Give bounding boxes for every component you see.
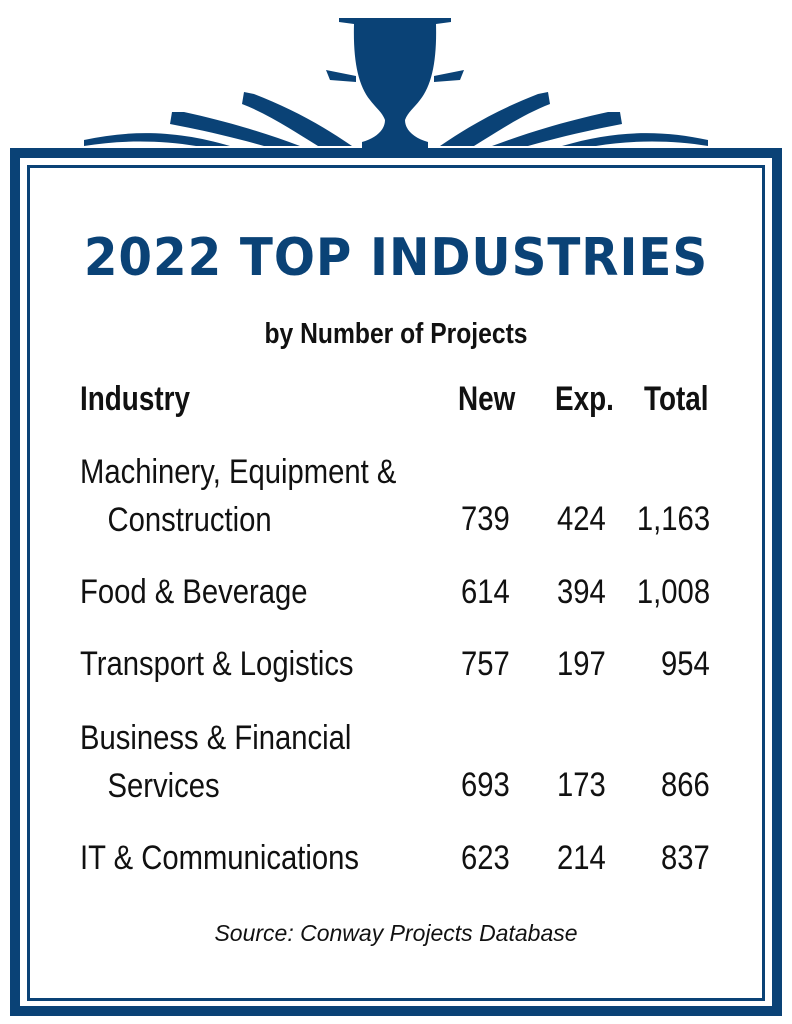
table-cell-exp: 173 xyxy=(557,766,606,804)
table-row-industry: IT & Communications xyxy=(80,834,359,882)
table-row-industry: Machinery, Equipment & Construction xyxy=(80,448,396,544)
table-row-industry: Food & Beverage xyxy=(80,568,308,616)
page-subtitle: by Number of Projects xyxy=(264,318,528,350)
table-cell-new: 614 xyxy=(461,573,510,611)
industry-label-line2: Services xyxy=(107,767,220,805)
industry-label-line1: IT & Communications xyxy=(80,839,359,877)
column-header-industry: Industry xyxy=(80,380,190,418)
source-note: Source: Conway Projects Database xyxy=(214,920,578,946)
table-cell-new: 739 xyxy=(461,500,510,538)
table-cell-total: 837 xyxy=(661,839,710,877)
table-cell-total: 1,163 xyxy=(636,500,710,538)
table-cell-total: 954 xyxy=(661,645,710,683)
industry-label-line1: Machinery, Equipment & xyxy=(80,453,397,491)
frame-inner-border xyxy=(27,165,765,1001)
column-header-exp: Exp. xyxy=(555,380,614,418)
table-row-industry: Business & Financial Services xyxy=(80,714,351,810)
table-cell-exp: 197 xyxy=(557,645,606,683)
industry-label-line1: Transport & Logistics xyxy=(80,645,354,683)
table-cell-new: 757 xyxy=(461,645,510,683)
table-cell-exp: 214 xyxy=(557,839,606,877)
page-title: 2022 TOP INDUSTRIES xyxy=(83,228,709,288)
table-cell-new: 693 xyxy=(461,766,510,804)
column-header-total: Total xyxy=(644,380,709,418)
table-cell-new: 623 xyxy=(461,839,510,877)
table-cell-exp: 424 xyxy=(557,500,606,538)
industry-label-line2: Construction xyxy=(107,501,272,539)
column-header-new: New xyxy=(458,380,516,418)
trophy-ornament-icon xyxy=(84,18,708,148)
table-cell-total: 1,008 xyxy=(636,573,710,611)
table-cell-exp: 394 xyxy=(557,573,606,611)
table-row-industry: Transport & Logistics xyxy=(80,640,354,688)
industry-label-line1: Food & Beverage xyxy=(80,573,308,611)
table-cell-total: 866 xyxy=(661,766,710,804)
industry-label-line1: Business & Financial xyxy=(80,719,352,757)
